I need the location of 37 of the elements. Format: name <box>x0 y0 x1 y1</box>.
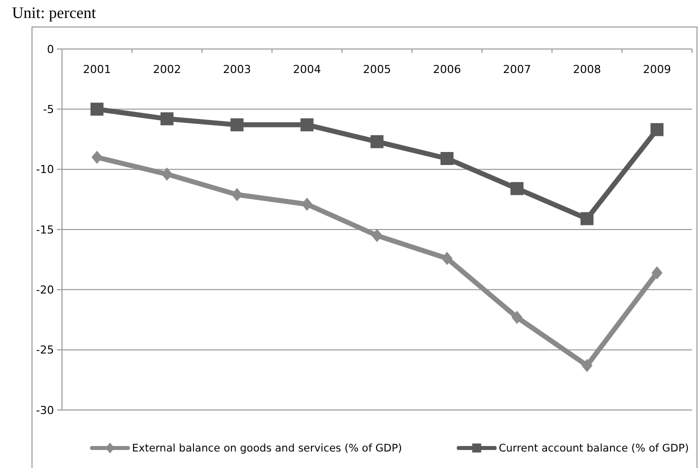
point <box>650 123 664 136</box>
x-tick-label: 2007 <box>503 63 531 76</box>
x-tick-label: 2001 <box>83 63 111 76</box>
point <box>580 212 594 226</box>
point <box>582 358 592 372</box>
legend-label: External balance on goods and services (% of GDP) <box>132 442 402 455</box>
point <box>370 135 384 148</box>
point <box>232 188 242 202</box>
point <box>160 112 174 126</box>
x-tick-label: 2003 <box>223 63 251 76</box>
point <box>300 118 314 132</box>
y-tick-label: -30 <box>36 404 54 417</box>
x-tick-label: 2006 <box>433 63 461 76</box>
y-tick-label: -5 <box>43 103 54 116</box>
x-tick-label: 2005 <box>363 63 391 76</box>
point <box>90 102 104 116</box>
x-tick-label: 2004 <box>293 63 321 76</box>
x-tick-label: 2009 <box>643 63 671 76</box>
point <box>302 198 312 211</box>
x-tick-label: 2002 <box>153 63 181 76</box>
chart-title: Unit: percent <box>12 5 97 22</box>
x-tick-label: 2008 <box>573 63 601 76</box>
point <box>230 118 244 132</box>
point <box>162 168 172 181</box>
point <box>372 228 382 242</box>
legend-label: Current account balance (% of GDP) <box>498 442 689 455</box>
point <box>512 310 522 324</box>
y-tick-label: -20 <box>36 284 54 297</box>
point <box>92 150 102 164</box>
y-tick-label: -15 <box>36 223 54 236</box>
y-tick-label: -25 <box>36 344 54 357</box>
point <box>510 182 524 196</box>
point <box>442 252 452 265</box>
point <box>440 152 454 166</box>
y-tick-label: 0 <box>47 42 54 56</box>
point <box>652 266 662 280</box>
y-tick-label: -10 <box>36 163 54 176</box>
